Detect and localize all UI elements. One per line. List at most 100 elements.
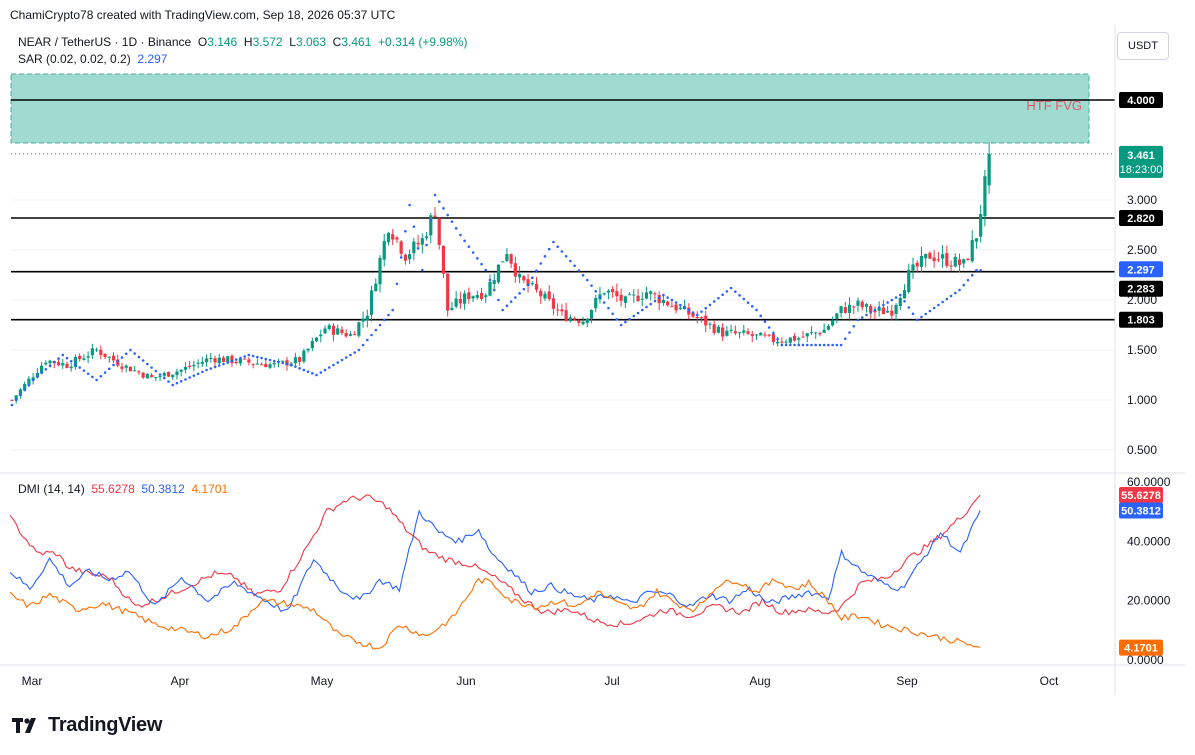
candle-body	[424, 236, 429, 239]
sar-dot	[619, 323, 623, 327]
candle-body	[446, 273, 450, 311]
sar-dot	[302, 368, 306, 372]
candle-body	[226, 356, 230, 362]
sar-dot	[970, 273, 974, 277]
candle-body	[416, 242, 420, 245]
candle-body	[221, 357, 226, 363]
dmi-tick-label: 60.0000	[1127, 475, 1171, 489]
candle-body	[310, 340, 314, 349]
symbol-name[interactable]: NEAR / TetherUS · 1D · Binance	[18, 35, 192, 49]
candle-body	[678, 307, 682, 309]
candle-body	[124, 365, 128, 368]
candle-body	[412, 241, 416, 254]
time-tick-label-jul: Jul	[604, 674, 619, 688]
currency-button[interactable]: USDT	[1117, 32, 1169, 60]
candle-body	[382, 240, 386, 260]
sar-dot	[958, 288, 961, 292]
candle-body	[166, 371, 171, 377]
sar-dot	[217, 364, 221, 367]
sar-dot	[391, 308, 395, 312]
sar-dot	[357, 348, 361, 352]
candle-body	[890, 310, 894, 316]
candle-body	[386, 233, 391, 243]
candle-body	[619, 294, 623, 301]
sar-dot	[226, 361, 230, 364]
candle-body	[649, 291, 653, 294]
sar-dot	[446, 213, 449, 217]
candle-body	[128, 366, 133, 372]
sar-dot	[941, 300, 944, 304]
candle-body	[243, 358, 247, 360]
candle-body	[344, 332, 348, 337]
candle-body	[962, 259, 966, 264]
candle-body	[577, 320, 581, 323]
dmi-series-2	[9, 577, 981, 650]
sar-dot	[366, 338, 369, 342]
sar-dot	[835, 343, 839, 347]
sar-dot	[382, 318, 386, 322]
sar-dot	[899, 293, 902, 297]
dmi-tick-label: 40.0000	[1127, 534, 1171, 548]
candle-body	[987, 153, 991, 186]
sar-dot	[653, 299, 657, 303]
sar-dot	[581, 273, 585, 277]
close-label: C	[332, 35, 342, 49]
candle-body	[137, 371, 141, 373]
candle-body	[835, 313, 839, 319]
open-label: O	[197, 35, 208, 49]
candle-body	[213, 358, 217, 363]
candle-body	[530, 283, 534, 285]
sar-dot	[975, 269, 978, 272]
sar-dot	[327, 366, 331, 369]
candle-body	[729, 330, 733, 332]
candle-body	[336, 328, 340, 335]
dmi-minus-value: 50.3812	[141, 482, 185, 496]
candle-body	[86, 356, 90, 358]
candle-body	[606, 290, 611, 293]
candle-body	[61, 363, 65, 366]
sar-dot	[188, 376, 191, 379]
sar-dot	[158, 373, 162, 376]
sar-dot	[442, 207, 445, 210]
sar-dot	[323, 368, 327, 372]
sar-dot	[717, 296, 720, 300]
candle-body	[361, 318, 365, 322]
candle-body	[611, 289, 615, 293]
sar-dot	[670, 298, 674, 302]
candle-body	[484, 295, 488, 298]
high-value: 3.572	[252, 35, 283, 49]
sar-dot	[86, 372, 90, 376]
candle-body	[670, 306, 674, 308]
candle-body	[268, 364, 272, 368]
candle-body	[145, 373, 149, 379]
candle-body	[40, 365, 44, 373]
sar-dot	[844, 337, 847, 341]
candle-body	[217, 357, 221, 364]
candle-body	[763, 334, 767, 336]
candle-body	[251, 363, 255, 365]
candle-body	[420, 238, 424, 245]
sar-dot	[332, 363, 335, 367]
sar-dot	[82, 369, 86, 372]
sar-dot	[408, 203, 411, 207]
sar-dot	[594, 289, 598, 293]
sar-dot	[353, 351, 356, 354]
candle-body	[534, 283, 539, 290]
high-label: H	[243, 35, 253, 49]
sar-dot	[856, 318, 860, 322]
sar-dot	[268, 358, 272, 362]
dmi-label[interactable]: DMI (14, 14)	[18, 482, 85, 496]
sar-dot	[691, 311, 695, 314]
candle-body	[65, 363, 69, 368]
sar-dot	[721, 293, 724, 297]
candle-body	[568, 317, 572, 322]
sar-label[interactable]: SAR (0.02, 0.02, 0.2)	[18, 52, 131, 66]
candle-body	[293, 357, 298, 364]
sar-dot	[387, 313, 390, 317]
sar-dot	[289, 363, 293, 367]
candle-body	[458, 298, 462, 304]
candle-body	[281, 360, 285, 362]
sar-dot	[518, 292, 521, 295]
candle-body	[704, 315, 708, 326]
